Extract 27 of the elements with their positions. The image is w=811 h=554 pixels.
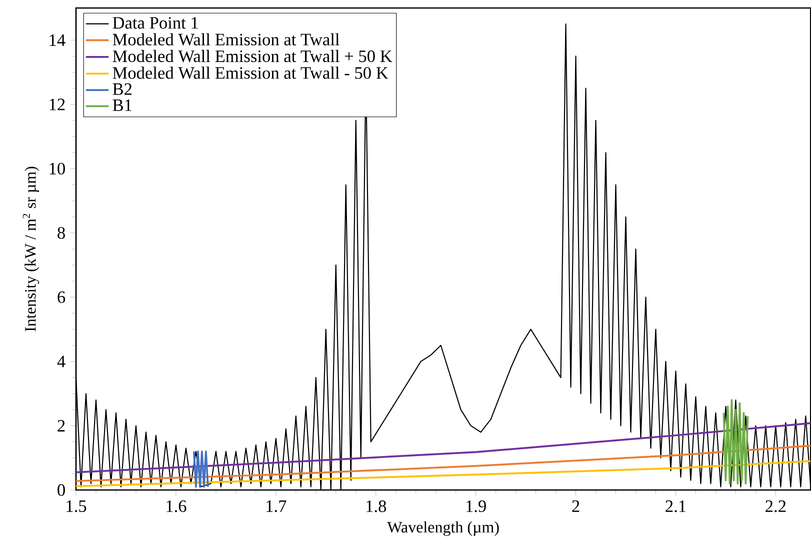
x-tick-label: 2 xyxy=(572,500,580,512)
legend-label: Modeled Wall Emission at Twall - 50 K xyxy=(112,66,388,79)
x-tick-label: 2.1 xyxy=(666,500,686,512)
y-tick-label: 10 xyxy=(50,162,65,175)
y-axis-title: Intensity (kW / m$^{2}$ sr µm) xyxy=(22,166,40,332)
y-tick-label: 8 xyxy=(58,227,65,239)
x-tick-label: 1.7 xyxy=(266,500,286,512)
line-series xyxy=(722,399,749,485)
y-tick-label: 12 xyxy=(50,98,65,110)
line-series xyxy=(76,444,811,482)
y-tick-label: 6 xyxy=(58,291,66,304)
x-tick-label: 1.6 xyxy=(166,500,186,512)
x-tick-label: 1.8 xyxy=(366,500,386,512)
x-tick-label: 2.2 xyxy=(766,500,786,512)
x-tick-label: 1.5 xyxy=(66,500,86,512)
x-axis-title: Wavelength (µm) xyxy=(387,521,499,536)
legend-label: B1 xyxy=(112,99,132,111)
y-tick-label: 2 xyxy=(58,420,65,432)
y-tick-label: 0 xyxy=(58,484,65,496)
y-tick-label: 14 xyxy=(50,34,66,46)
legend-label: Modeled Wall Emission at Twall xyxy=(112,33,340,46)
line-series xyxy=(76,422,811,474)
legend-label: Modeled Wall Emission at Twall + 50 K xyxy=(112,50,392,62)
y-tick-label: 4 xyxy=(57,356,66,368)
legend-label: Data Point 1 xyxy=(112,17,198,29)
legend-label: B2 xyxy=(112,83,132,95)
x-tick-label: 1.9 xyxy=(466,500,486,512)
